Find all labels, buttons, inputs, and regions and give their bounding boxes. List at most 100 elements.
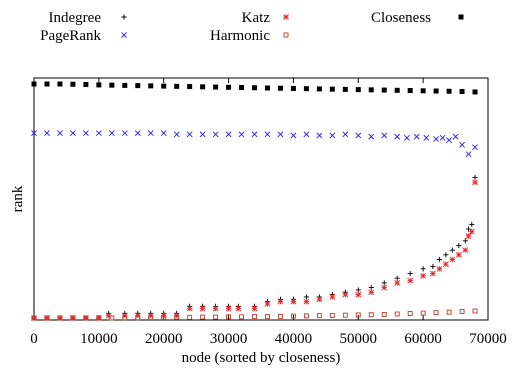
point-katz [465, 233, 472, 240]
point-katz [468, 228, 475, 235]
point-closeness [303, 86, 309, 92]
point-pagerank [277, 131, 284, 138]
point-pagerank [446, 137, 453, 144]
point-katz [455, 251, 462, 258]
point-katz [368, 289, 375, 296]
legend-label-pagerank: PageRank [40, 28, 101, 44]
point-indegree [420, 266, 426, 272]
point-harmonic [135, 315, 141, 321]
point-pagerank [134, 130, 141, 137]
point-indegree [465, 226, 472, 232]
point-indegree [469, 221, 475, 227]
point-pagerank [44, 130, 50, 137]
point-pagerank [186, 131, 193, 138]
point-closeness [161, 83, 167, 89]
series-harmonic [31, 308, 478, 321]
point-harmonic [381, 312, 387, 317]
point-indegree [381, 280, 387, 286]
point-closeness [381, 87, 387, 93]
point-harmonic [161, 315, 167, 320]
point-closeness [122, 82, 128, 88]
point-katz [277, 298, 284, 305]
point-katz [355, 291, 362, 298]
x-tick-label: 30000 [210, 331, 248, 347]
point-harmonic [122, 315, 128, 321]
point-katz [381, 284, 388, 291]
plot-frame [33, 77, 489, 321]
point-katz [449, 256, 456, 263]
series-pagerank [31, 130, 478, 158]
point-pagerank [329, 132, 336, 139]
point-harmonic [303, 313, 309, 319]
legend-marker-indegree [121, 14, 127, 20]
point-pagerank [199, 131, 206, 138]
point-harmonic [342, 312, 348, 318]
series-katz [31, 179, 478, 321]
point-katz [442, 261, 449, 268]
x-tick-label: 60000 [404, 331, 442, 347]
point-katz [462, 247, 469, 254]
point-pagerank [108, 130, 115, 137]
point-closeness [226, 84, 232, 90]
point-indegree [368, 284, 374, 291]
point-closeness [368, 87, 374, 93]
x-tick-label: 40000 [275, 331, 313, 347]
point-closeness [135, 83, 141, 89]
point-pagerank [472, 144, 478, 151]
point-pagerank [459, 141, 465, 148]
point-katz [212, 305, 219, 312]
point-harmonic [472, 308, 478, 314]
point-katz [105, 312, 112, 319]
point-katz [472, 179, 478, 186]
legend-label-katz: Katz [242, 10, 271, 26]
point-pagerank [121, 130, 128, 137]
legend: Indegree PageRank Katz Closeness Harmonic [40, 10, 464, 44]
point-katz [329, 294, 336, 300]
point-closeness [96, 82, 102, 88]
point-harmonic [394, 311, 400, 317]
point-katz [316, 296, 323, 303]
point-pagerank [404, 134, 410, 141]
point-katz [290, 298, 297, 305]
point-harmonic [239, 314, 244, 320]
point-katz [82, 315, 89, 321]
point-pagerank [433, 136, 440, 142]
point-katz [57, 315, 63, 321]
point-indegree [462, 238, 468, 244]
point-katz [429, 270, 436, 277]
point-harmonic [31, 315, 37, 321]
point-pagerank [368, 133, 375, 140]
point-katz [199, 305, 206, 312]
point-pagerank [439, 134, 446, 141]
point-katz [95, 315, 102, 321]
point-closeness [355, 87, 361, 93]
legend-marker-harmonic [283, 32, 289, 38]
point-harmonic [278, 313, 283, 319]
point-closeness [213, 84, 219, 90]
point-pagerank [147, 130, 154, 137]
point-closeness [239, 85, 245, 91]
x-tick-label: 10000 [80, 331, 118, 347]
point-harmonic [200, 314, 206, 320]
point-katz [264, 301, 271, 307]
point-katz [303, 298, 310, 305]
point-indegree [355, 287, 361, 293]
point-closeness [83, 81, 89, 87]
point-indegree [443, 252, 449, 258]
point-harmonic [57, 315, 63, 321]
point-harmonic [148, 315, 154, 320]
point-pagerank [394, 133, 401, 140]
point-harmonic [316, 313, 322, 319]
point-pagerank [413, 133, 420, 140]
legend-label-closeness: Closeness [371, 10, 431, 26]
point-pagerank [160, 130, 167, 137]
point-pagerank [31, 130, 37, 137]
point-pagerank [82, 130, 89, 137]
point-pagerank [303, 131, 310, 138]
point-indegree [430, 263, 436, 270]
point-closeness [277, 85, 283, 91]
point-indegree [456, 242, 462, 249]
point-harmonic [329, 312, 335, 318]
point-katz [235, 305, 242, 312]
point-pagerank [264, 131, 271, 138]
